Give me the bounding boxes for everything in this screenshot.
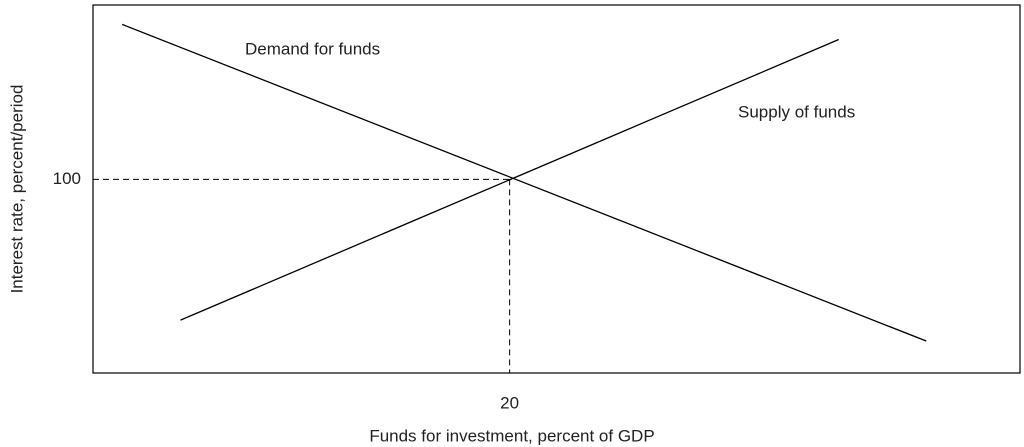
x-tick-label: 20 bbox=[500, 393, 519, 412]
x-axis-label: Funds for investment, percent of GDP bbox=[369, 426, 654, 445]
series-label: Supply of funds bbox=[738, 102, 855, 121]
y-axis-label: Interest rate, percent/period bbox=[7, 85, 26, 294]
plot-frame bbox=[92, 4, 1021, 374]
series-line bbox=[121, 23, 927, 342]
y-tick-label: 100 bbox=[53, 169, 81, 188]
series-line bbox=[180, 38, 840, 321]
series-label: Demand for funds bbox=[245, 39, 380, 58]
